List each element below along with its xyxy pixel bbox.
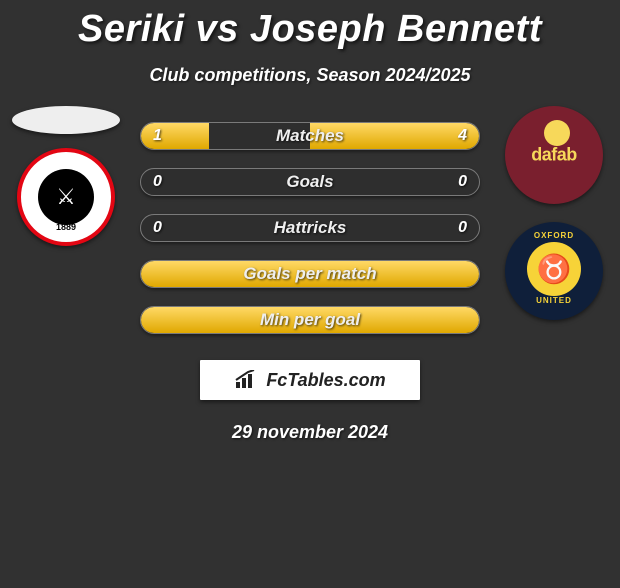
stat-label: Min per goal	[141, 307, 479, 333]
dafabet-label: dafab	[531, 145, 577, 166]
right-club-badge: OXFORD ♉ UNITED	[505, 222, 603, 320]
stat-right-value: 4	[458, 123, 467, 149]
footer-block: FcTables.com 29 november 2024	[0, 360, 620, 443]
footer-brand-text: FcTables.com	[266, 370, 385, 391]
stat-label: Goals	[141, 169, 479, 195]
sheffield-year: 1889	[56, 222, 76, 232]
stat-label: Matches	[141, 123, 479, 149]
ox-face-icon: ♉	[537, 253, 572, 286]
page-title: Seriki vs Joseph Bennett	[0, 8, 620, 51]
stat-row: Matches1 4	[140, 122, 480, 150]
oxford-ox-icon: ♉	[527, 242, 581, 296]
oxford-bottom-text: UNITED	[519, 296, 589, 305]
stat-left-value: 0	[153, 169, 162, 195]
sheffield-inner-icon: ⚔	[38, 169, 94, 225]
chart-icon	[234, 370, 260, 390]
stat-row: Hattricks0 0	[140, 214, 480, 242]
footer-date: 29 november 2024	[0, 422, 620, 443]
stat-label: Goals per match	[141, 261, 479, 287]
stat-row: Goals0 0	[140, 168, 480, 196]
stat-left-value: 1	[153, 123, 162, 149]
stat-label: Hattricks	[141, 215, 479, 241]
stat-right-value: 0	[458, 215, 467, 241]
right-player-photo: dafab	[505, 106, 603, 204]
swords-icon: ⚔	[56, 184, 76, 210]
right-player-column: dafab OXFORD ♉ UNITED	[494, 106, 614, 320]
stat-right-value: 0	[458, 169, 467, 195]
oxford-top-text: OXFORD	[519, 231, 589, 240]
left-club-badge: ⚔ 1889	[17, 148, 115, 246]
dafabet-ball-icon	[544, 120, 570, 146]
page-subtitle: Club competitions, Season 2024/2025	[0, 65, 620, 86]
left-player-photo	[12, 106, 120, 134]
stat-row: Min per goal	[140, 306, 480, 334]
left-player-column: ⚔ 1889	[6, 106, 126, 246]
oxford-inner: OXFORD ♉ UNITED	[519, 231, 589, 311]
stat-left-value: 0	[153, 215, 162, 241]
stat-row: Goals per match	[140, 260, 480, 288]
stat-bars: Matches14Goals00Hattricks00Goals per mat…	[140, 122, 480, 352]
footer-logo: FcTables.com	[200, 360, 420, 400]
